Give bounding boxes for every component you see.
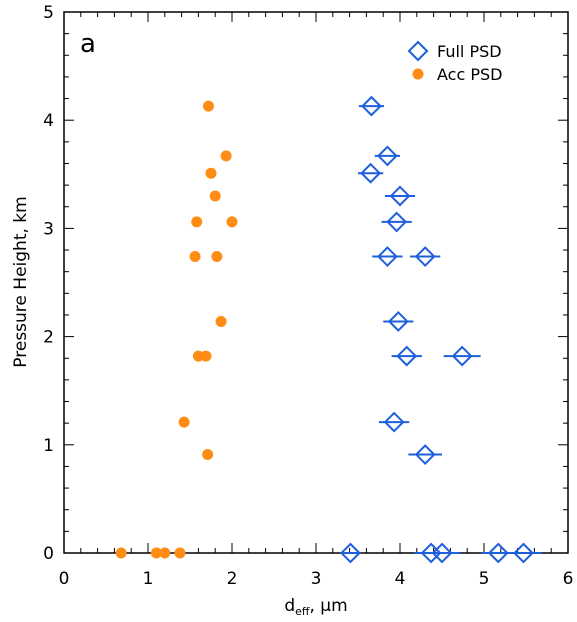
series-full-psd <box>340 95 542 564</box>
data-point-full-psd <box>387 311 409 332</box>
legend-marker-full-psd <box>407 40 429 62</box>
legend-marker-acc-psd <box>412 68 424 80</box>
data-point-acc-psd <box>220 150 232 162</box>
y-tick-labels: 0 1 2 3 4 5 <box>43 3 54 564</box>
data-point-acc-psd <box>202 449 214 461</box>
x-tick-label: 4 <box>395 569 406 589</box>
data-point-acc-psd <box>211 251 223 263</box>
data-point-full-psd <box>376 145 398 167</box>
data-point-acc-psd <box>226 216 238 228</box>
data-point-acc-psd <box>191 216 203 228</box>
y-tick-label: 5 <box>43 3 54 23</box>
data-point-full-psd <box>386 211 408 233</box>
series-acc-psd <box>115 100 238 559</box>
y-tick-label: 1 <box>43 436 54 456</box>
data-point-acc-psd <box>209 190 221 202</box>
data-point-full-psd <box>340 542 361 564</box>
y-axis-label: Pressure Height, km <box>11 196 31 367</box>
data-point-full-psd <box>414 246 436 267</box>
data-point-full-psd <box>396 345 418 367</box>
data-point-acc-psd <box>200 350 212 362</box>
x-tick-label: 1 <box>143 569 154 589</box>
data-point-full-psd <box>376 246 398 267</box>
legend: Full PSD Acc PSD <box>407 40 502 84</box>
data-point-full-psd <box>513 542 534 564</box>
x-axis-label-unit: , μm <box>309 596 347 616</box>
data-point-full-psd <box>361 95 382 117</box>
x-axis-label: deff, μm <box>284 596 347 618</box>
series-layer <box>115 95 542 564</box>
y-tick-label: 2 <box>43 328 54 348</box>
data-point-acc-psd <box>215 315 227 327</box>
plot-frame <box>63 11 569 554</box>
x-tick-label: 0 <box>59 569 70 589</box>
x-tick-label: 2 <box>227 569 238 589</box>
x-tick-label: 6 <box>563 569 574 589</box>
x-tick-labels: 0 1 2 3 4 5 6 <box>59 569 574 589</box>
data-point-acc-psd <box>189 251 201 263</box>
data-point-full-psd <box>389 185 411 207</box>
legend-diamond-marker <box>407 40 429 62</box>
legend-label-acc-psd: Acc PSD <box>437 65 502 84</box>
data-point-acc-psd <box>159 547 171 559</box>
panel-label: a <box>80 29 96 59</box>
y-tick-label: 4 <box>43 111 54 131</box>
x-axis-label-subscript: eff <box>295 605 310 618</box>
data-point-acc-psd <box>174 547 186 559</box>
x-axis-label-main: d <box>284 596 295 616</box>
data-point-full-psd <box>451 345 473 367</box>
data-point-full-psd <box>383 411 405 433</box>
axis-ticks <box>63 11 569 554</box>
legend-label-full-psd: Full PSD <box>437 42 502 61</box>
data-point-acc-psd <box>178 416 190 428</box>
x-tick-label: 3 <box>311 569 322 589</box>
y-tick-label: 3 <box>43 219 54 239</box>
x-tick-label: 5 <box>479 569 490 589</box>
data-point-full-psd <box>414 444 436 465</box>
data-point-full-psd <box>431 542 453 564</box>
data-point-acc-psd <box>205 167 217 179</box>
y-tick-label: 0 <box>43 544 54 564</box>
legend-circle-marker <box>412 68 424 80</box>
data-point-acc-psd <box>192 350 204 362</box>
data-point-acc-psd <box>202 100 214 112</box>
data-point-full-psd <box>360 162 382 184</box>
data-point-acc-psd <box>150 547 162 559</box>
data-point-full-psd <box>487 542 509 564</box>
data-point-acc-psd <box>115 547 127 559</box>
